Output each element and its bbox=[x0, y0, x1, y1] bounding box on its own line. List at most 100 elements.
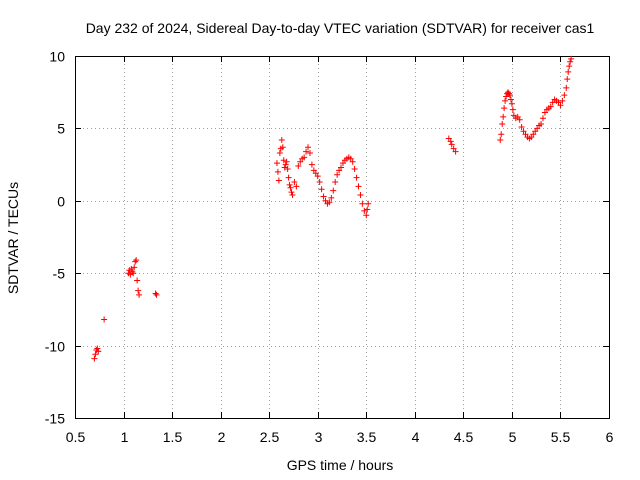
data-point bbox=[538, 121, 545, 128]
y-tick-label: -15 bbox=[45, 411, 65, 427]
data-point bbox=[353, 174, 360, 181]
x-axis-label: GPS time / hours bbox=[287, 457, 394, 473]
data-point bbox=[359, 200, 366, 207]
data-point bbox=[503, 93, 510, 100]
data-point bbox=[285, 174, 292, 181]
data-point bbox=[305, 144, 312, 151]
data-point bbox=[364, 206, 371, 213]
data-point bbox=[273, 160, 280, 167]
data-point bbox=[563, 84, 570, 91]
data-point bbox=[448, 141, 455, 148]
data-point bbox=[287, 184, 294, 191]
data-point bbox=[516, 116, 523, 123]
data-point bbox=[274, 168, 281, 175]
data-point bbox=[547, 103, 554, 110]
data-point bbox=[279, 144, 286, 151]
data-point bbox=[351, 165, 358, 172]
y-axis-label: SDTVAR / TECUs bbox=[5, 182, 21, 294]
data-point bbox=[509, 106, 516, 113]
data-point bbox=[308, 161, 315, 168]
data-point bbox=[133, 257, 140, 264]
data-point bbox=[557, 102, 564, 109]
data-point bbox=[363, 212, 370, 219]
data-point bbox=[293, 183, 300, 190]
data-point bbox=[128, 265, 135, 272]
data-point bbox=[328, 194, 335, 201]
data-point bbox=[283, 158, 290, 165]
x-tick-label: 1.5 bbox=[163, 429, 183, 445]
data-point bbox=[135, 287, 142, 294]
data-point bbox=[566, 63, 573, 70]
x-tick-label: 4 bbox=[412, 429, 420, 445]
data-point bbox=[499, 121, 506, 128]
y-tick-label: 0 bbox=[57, 194, 65, 210]
data-point bbox=[295, 163, 302, 170]
data-point bbox=[508, 100, 515, 107]
plot-frame bbox=[75, 56, 610, 419]
data-point bbox=[539, 115, 546, 122]
data-point bbox=[497, 136, 504, 143]
data-point bbox=[318, 186, 325, 193]
x-tick-label: 4.5 bbox=[454, 429, 474, 445]
data-points bbox=[91, 55, 575, 362]
x-tick-label: 5 bbox=[509, 429, 517, 445]
data-point bbox=[94, 345, 101, 352]
data-point bbox=[281, 164, 288, 171]
data-point bbox=[303, 148, 310, 155]
data-point bbox=[132, 258, 139, 265]
data-point bbox=[306, 150, 313, 157]
data-point bbox=[320, 193, 327, 200]
data-point bbox=[565, 68, 572, 75]
data-point bbox=[447, 138, 454, 145]
x-tick-label: 2 bbox=[218, 429, 226, 445]
data-point bbox=[289, 192, 296, 199]
x-tick-label: 3 bbox=[315, 429, 323, 445]
x-tick-label: 6 bbox=[606, 429, 614, 445]
data-point bbox=[518, 123, 525, 130]
y-tick-label: 5 bbox=[57, 121, 65, 137]
data-point bbox=[559, 97, 566, 104]
data-point bbox=[131, 264, 138, 271]
data-point bbox=[349, 158, 356, 165]
data-point bbox=[152, 290, 159, 297]
data-point bbox=[501, 105, 508, 112]
data-point bbox=[567, 58, 574, 65]
data-point bbox=[286, 181, 293, 188]
data-point bbox=[506, 92, 513, 99]
data-point bbox=[301, 154, 308, 161]
data-point bbox=[355, 183, 362, 190]
y-tick-label: -5 bbox=[53, 266, 66, 282]
x-tick-label: 3.5 bbox=[357, 429, 377, 445]
data-point bbox=[314, 173, 321, 180]
data-point bbox=[568, 55, 575, 62]
x-tick-label: 5.5 bbox=[551, 429, 571, 445]
data-point bbox=[334, 171, 341, 178]
data-point bbox=[280, 157, 287, 164]
data-point bbox=[561, 92, 568, 99]
data-point bbox=[357, 192, 364, 199]
data-point bbox=[452, 148, 459, 155]
chart-title: Day 232 of 2024, Sidereal Day-to-day VTE… bbox=[86, 20, 595, 36]
y-tick-labels: -15 -10 -5 0 5 10 bbox=[45, 49, 65, 427]
data-point bbox=[275, 177, 282, 184]
y-tick-label: 10 bbox=[49, 49, 65, 65]
data-point bbox=[326, 199, 333, 206]
data-point bbox=[278, 136, 285, 143]
data-point bbox=[291, 178, 298, 185]
x-tick-label: 1 bbox=[121, 429, 129, 445]
x-tick-label: 2.5 bbox=[260, 429, 280, 445]
data-point bbox=[101, 316, 108, 323]
data-point bbox=[338, 164, 345, 171]
data-point bbox=[130, 270, 137, 277]
data-point bbox=[332, 178, 339, 185]
x-tick-labels: 0.5 1 1.5 2 2.5 3 3.5 4 4.5 5 5.5 6 bbox=[66, 429, 614, 445]
data-point bbox=[500, 113, 507, 120]
grid bbox=[75, 56, 609, 418]
data-point bbox=[564, 76, 571, 83]
axis-ticks bbox=[75, 56, 610, 419]
data-point bbox=[284, 165, 291, 172]
data-point bbox=[502, 97, 509, 104]
data-point bbox=[129, 268, 136, 275]
